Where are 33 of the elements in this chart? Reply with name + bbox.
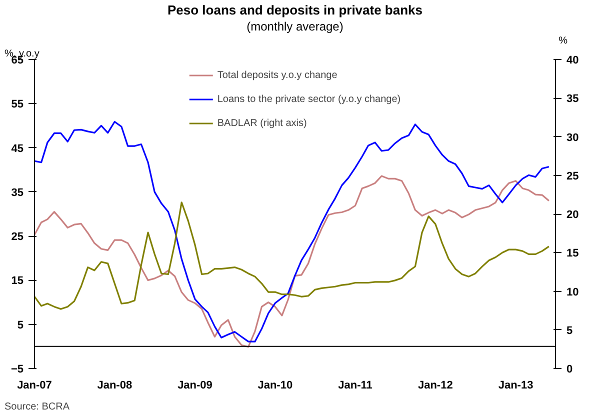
y2-tick-label: 40 bbox=[566, 54, 579, 66]
chart-title: Peso loans and deposits in private banks bbox=[167, 2, 423, 18]
y2-tick-label: 20 bbox=[566, 209, 579, 221]
y-tick-label: 55 bbox=[11, 98, 24, 111]
chart-subtitle: (monthly average) bbox=[246, 20, 344, 34]
y2-tick-label: 10 bbox=[566, 286, 579, 298]
source-note: Source: BCRA bbox=[4, 402, 70, 412]
y2-tick-label: 5 bbox=[566, 324, 573, 337]
y2-tick-label: 0 bbox=[566, 364, 573, 376]
line-series bbox=[34, 175, 550, 348]
x-tick-label: Jan-07 bbox=[17, 380, 52, 392]
y-tick-label: 45 bbox=[11, 142, 24, 155]
y-tick-label: 25 bbox=[11, 231, 24, 244]
legend-label: Total deposits y.o.y change bbox=[217, 70, 338, 80]
x-tick-label: Jan-13 bbox=[498, 380, 534, 392]
x-tick-label: Jan-12 bbox=[418, 380, 453, 392]
legend-label: BADLAR (right axis) bbox=[217, 118, 307, 128]
x-tick-label: Jan-11 bbox=[338, 380, 372, 392]
y-tick-label: 15 bbox=[11, 275, 24, 288]
x-tick-label: Jan-10 bbox=[258, 380, 293, 392]
y2-tick-label: 15 bbox=[566, 248, 579, 260]
y-tick-label: 35 bbox=[11, 186, 24, 199]
y2-tick-label: 30 bbox=[566, 132, 579, 144]
x-tick-label: Jan-08 bbox=[97, 380, 132, 392]
y-tick-label: 5 bbox=[17, 319, 24, 332]
x-tick-label: Jan-09 bbox=[178, 380, 212, 392]
y2-tick-label: 35 bbox=[566, 93, 579, 106]
y2-tick-label: 25 bbox=[566, 170, 579, 182]
line-series bbox=[34, 202, 550, 310]
line-series bbox=[34, 120, 550, 342]
y2-axis-title: % bbox=[558, 36, 568, 46]
y-tick-label: −5 bbox=[10, 364, 24, 376]
legend-label: Loans to the private sector (y.o.y change) bbox=[217, 94, 401, 104]
